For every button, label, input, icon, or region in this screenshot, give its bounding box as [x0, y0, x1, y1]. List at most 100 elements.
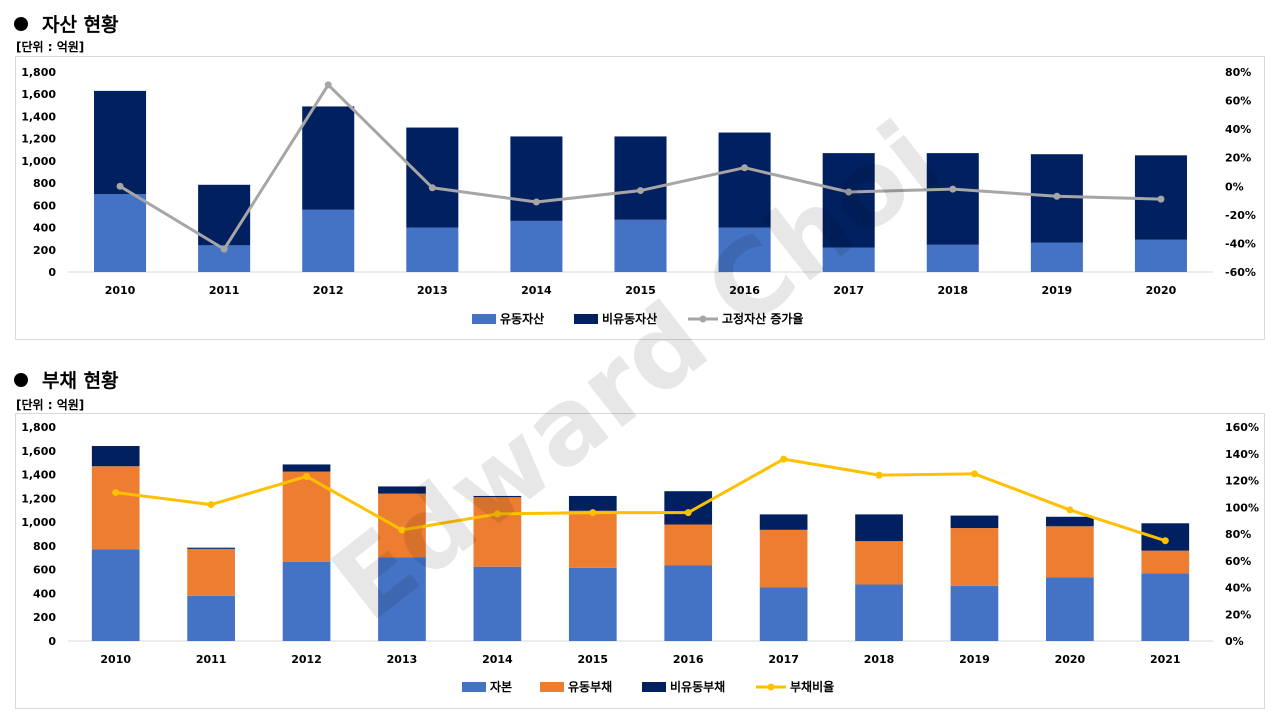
- x-tick-label: 2017: [768, 653, 799, 666]
- bar-segment: [614, 219, 667, 272]
- line-point: [1157, 195, 1165, 203]
- bar-segment: [926, 244, 979, 272]
- bar-segment: [91, 446, 140, 467]
- bar-segment: [855, 514, 903, 542]
- y2-tick-label: 40%: [1225, 582, 1251, 595]
- line-point: [1161, 537, 1169, 545]
- x-tick-label: 2020: [1146, 284, 1177, 297]
- y2-tick-label: 120%: [1225, 475, 1259, 488]
- y-tick-label: 800: [33, 177, 56, 190]
- bar-segment: [568, 510, 617, 568]
- bar-segment: [1046, 577, 1094, 641]
- y-tick-label: 200: [33, 611, 56, 624]
- y-tick-label: 1,400: [21, 469, 56, 482]
- x-tick-label: 2019: [959, 653, 990, 666]
- legend-label: 부채비율: [790, 679, 834, 694]
- bar-segment: [1046, 516, 1094, 527]
- line-point: [303, 472, 311, 480]
- bar-segment: [94, 194, 147, 272]
- line-point: [637, 187, 644, 195]
- legend-label: 비유동자산: [602, 311, 657, 326]
- line-point: [220, 245, 228, 253]
- bar-segment: [302, 209, 355, 272]
- x-tick-label: 2013: [387, 653, 418, 666]
- y2-tick-label: -60%: [1225, 266, 1256, 279]
- legend-label: 고정자산 증가율: [722, 311, 803, 326]
- x-tick-label: 2012: [313, 284, 344, 297]
- bar-segment: [510, 136, 563, 221]
- x-tick-label: 2013: [417, 284, 448, 297]
- bar-segment: [94, 90, 147, 195]
- bar-segment: [568, 567, 617, 641]
- x-tick-label: 2015: [625, 284, 656, 297]
- bar-segment: [664, 491, 713, 525]
- x-tick-label: 2012: [291, 653, 322, 666]
- y2-tick-label: 60%: [1225, 95, 1251, 108]
- bar-segment: [187, 548, 235, 596]
- x-tick-label: 2018: [864, 653, 895, 666]
- legend-swatch: [472, 314, 496, 324]
- line-point: [970, 470, 978, 478]
- y2-tick-label: 60%: [1225, 555, 1251, 568]
- y-tick-label: 1,000: [21, 155, 56, 168]
- y-tick-label: 200: [33, 244, 56, 257]
- bar-segment: [614, 136, 667, 220]
- bar-segment: [302, 106, 355, 210]
- x-tick-label: 2016: [673, 653, 704, 666]
- bar-segment: [378, 557, 426, 641]
- y-tick-label: 1,800: [21, 421, 56, 434]
- bar-segment: [1046, 526, 1094, 578]
- x-tick-label: 2017: [833, 284, 864, 297]
- line-point: [112, 489, 120, 497]
- legend-label: 유동자산: [500, 311, 544, 326]
- bar-segment: [950, 528, 999, 586]
- line-point: [324, 81, 332, 89]
- bar-segment: [759, 529, 808, 588]
- bar-segment: [510, 220, 563, 272]
- line-point: [1053, 192, 1061, 200]
- legend-swatch-marker: [699, 315, 707, 323]
- line-point: [684, 509, 692, 517]
- bar-segment: [822, 247, 875, 272]
- asset-chart: 0 200 400 600 800 1,000 1,200 1,400 1,600 1,800 -6…: [21, 66, 1256, 326]
- legend-swatch: [642, 682, 666, 692]
- y-tick-label: 0: [48, 635, 56, 648]
- line-point: [589, 509, 597, 517]
- y2-tick-label: 80%: [1225, 528, 1251, 541]
- legend-swatch-marker: [767, 683, 775, 691]
- liability-chart: 0 200 400 600 800 1,000 1,200 1,400 1,600 1,800 0%…: [21, 421, 1259, 694]
- line-point: [207, 501, 215, 509]
- line-point: [875, 471, 883, 479]
- y-tick-label: 1,200: [21, 133, 56, 146]
- line-point: [949, 185, 957, 193]
- bar-segment: [950, 515, 999, 529]
- bar-segment: [1141, 550, 1190, 574]
- y-tick-label: 0: [48, 266, 56, 279]
- y2-tick-label: -20%: [1225, 209, 1256, 222]
- x-tick-label: 2011: [196, 653, 227, 666]
- bar-segment: [759, 587, 808, 641]
- bar-segment: [718, 132, 771, 228]
- liability-chart-container: 0 200 400 600 800 1,000 1,200 1,400 1,600 1,800 0%…: [15, 413, 1265, 709]
- bar-segment: [1141, 523, 1190, 551]
- asset-section-title: 자산 현황: [14, 10, 119, 37]
- bar-segment: [473, 566, 522, 641]
- line-point: [428, 184, 436, 192]
- x-tick-label: 2011: [209, 284, 240, 297]
- y2-tick-label: 140%: [1225, 448, 1259, 461]
- bar-segment: [406, 227, 459, 272]
- bar-segment: [406, 127, 459, 228]
- bar-segment: [282, 464, 331, 472]
- x-tick-label: 2016: [729, 284, 760, 297]
- x-tick-label: 2018: [937, 284, 968, 297]
- bar-segment: [378, 493, 426, 558]
- legend-label: 유동부채: [568, 679, 612, 694]
- bar-segment: [198, 184, 251, 246]
- y-tick-label: 1,600: [21, 445, 56, 458]
- asset-unit-label: [단위 : 억원]: [16, 40, 85, 54]
- y-tick-label: 1,200: [21, 492, 56, 505]
- y2-tick-label: 20%: [1225, 152, 1251, 165]
- y-tick-label: 1,600: [21, 88, 56, 101]
- line-point: [1066, 506, 1074, 514]
- bar-segment: [473, 495, 522, 498]
